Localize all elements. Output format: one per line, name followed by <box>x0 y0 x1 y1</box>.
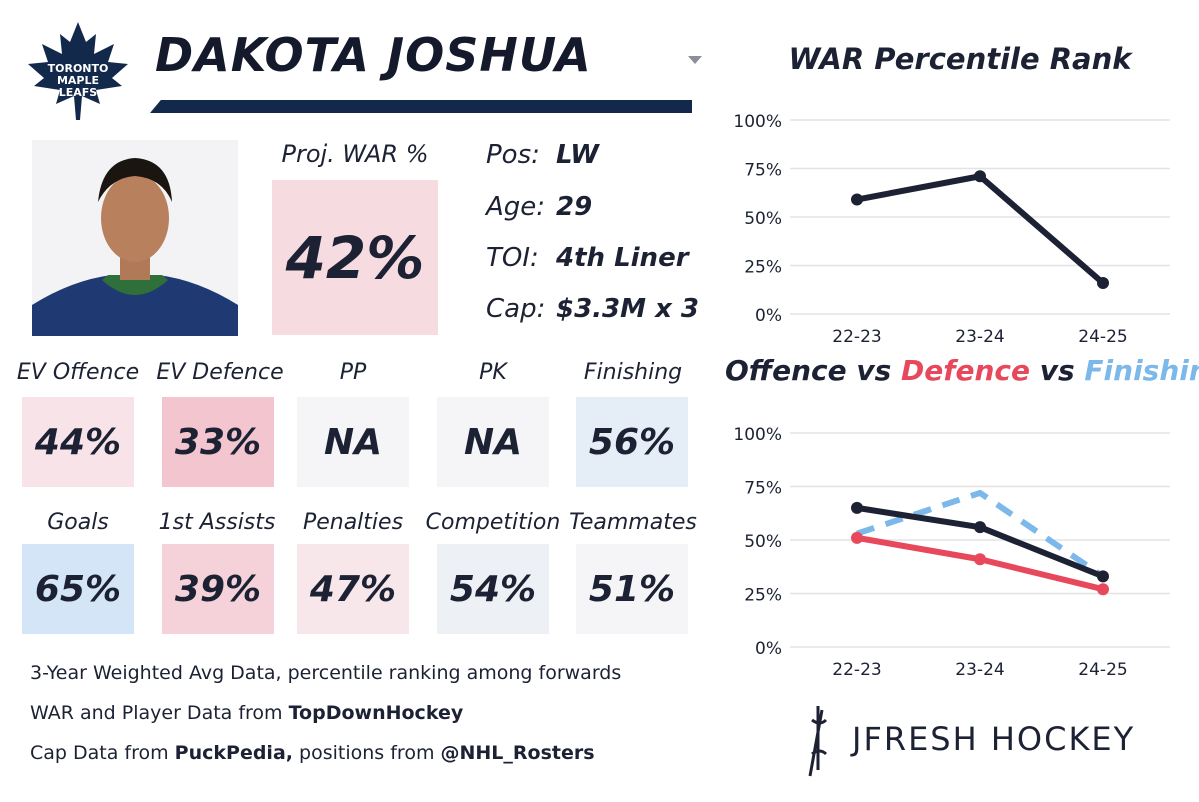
proj-war-value: 42% <box>272 180 438 335</box>
brand-name: JFRESH HOCKEY <box>850 720 1135 758</box>
stat-label-pp: PP <box>339 360 367 385</box>
chart1-point <box>974 170 986 183</box>
stat-box-pk: NA <box>437 397 549 487</box>
info-row-age: Age: 29 <box>486 192 593 222</box>
brand-stick-icon <box>808 706 828 777</box>
chart1-y-tick-label: 0% <box>755 306 782 326</box>
stat-box-pp: NA <box>297 397 409 487</box>
chart2-y-tick-label: 50% <box>744 532 782 552</box>
chart2-title-vs-2: vs <box>1029 354 1085 387</box>
chart1-series-line-0 <box>856 173 1105 286</box>
svg-text:LEAFS: LEAFS <box>59 86 98 99</box>
stat-label-penalties: Penalties <box>302 510 404 535</box>
team-logo: TORONTO MAPLE LEAFS <box>28 22 128 120</box>
chart2-point <box>974 553 986 566</box>
chart2-y-tick-label: 75% <box>744 479 782 499</box>
chart1-y-tick-label: 75% <box>744 161 782 181</box>
stat-label-ev-defence: EV Defence <box>156 360 284 385</box>
chart2-point <box>851 501 863 514</box>
info-row-toi: TOI: 4th Liner <box>486 243 689 273</box>
chart1-y-tick-label: 50% <box>744 209 782 229</box>
chevron-down-icon[interactable] <box>688 56 702 64</box>
player-name: DAKOTA JOSHUA <box>155 28 592 82</box>
source-topdownhockey: TopDownHockey <box>288 702 464 724</box>
footer-line-2: WAR and Player Data from TopDownHockey <box>30 702 464 724</box>
chart1-title: WAR Percentile Rank <box>788 42 1132 76</box>
stat-label-teammates: Teammates <box>569 510 697 535</box>
stat-box-1st-assists: 39% <box>162 544 274 634</box>
stat-box-penalties: 47% <box>297 544 409 634</box>
chart2-title-offence: Offence <box>725 354 847 387</box>
stat-box-finishing: 56% <box>576 397 688 487</box>
footer-line-1: 3-Year Weighted Avg Data, percentile ran… <box>30 662 622 684</box>
source-nhl-rosters: @NHL_Rosters <box>440 742 595 764</box>
player-photo <box>32 140 238 336</box>
chart2-series-line-0 <box>856 489 1105 579</box>
chart2-point <box>1097 570 1109 583</box>
chart2-x-tick-label: 22-23 <box>832 660 881 680</box>
stat-box-ev-defence: 33% <box>162 397 274 487</box>
war-percentile-chart: 0% 25% 50% 75% 100% 22-23 23-24 24-25 <box>733 112 1170 347</box>
footer-line-3: Cap Data from PuckPedia, positions from … <box>30 742 595 764</box>
proj-war-label: Proj. WAR % <box>281 140 429 168</box>
chart2-x-tick-label: 23-24 <box>955 660 1004 680</box>
chart1-x-tick-label: 22-23 <box>832 327 881 347</box>
chart1-y-tick-label: 25% <box>744 258 782 278</box>
chart2-x-tick-label: 24-25 <box>1078 660 1127 680</box>
chart2-title-vs-1: vs <box>846 354 902 387</box>
stat-box-competition: 54% <box>437 544 549 634</box>
name-underline <box>150 100 692 113</box>
stat-label-ev-offence: EV Offence <box>16 360 140 385</box>
chart1-x-tick-label: 24-25 <box>1078 327 1127 347</box>
chart1-x-tick-label: 23-24 <box>955 327 1004 347</box>
stat-label-pk: PK <box>479 360 507 385</box>
info-row-cap: Cap: $3.3M x 3 <box>486 294 699 324</box>
stat-label-competition: Competition <box>425 510 561 535</box>
chart2-point <box>974 521 986 534</box>
chart2-title-defence: Defence <box>901 354 1030 387</box>
chart2-y-tick-label: 0% <box>755 639 782 659</box>
chart2-point <box>1097 583 1109 596</box>
chart2-point <box>851 531 863 544</box>
svg-text:MAPLE: MAPLE <box>57 74 99 87</box>
stat-label-goals: Goals <box>47 510 109 535</box>
brand-logo: JFRESH HOCKEY <box>808 706 1135 777</box>
chart2-y-tick-label: 25% <box>744 586 782 606</box>
chart1-y-tick-label: 100% <box>733 112 782 132</box>
source-puckpedia: PuckPedia, <box>174 742 293 764</box>
chart2-title: Offence vs Defence vs Finishing <box>725 354 1199 387</box>
info-row-pos: Pos: LW <box>486 140 599 170</box>
stat-box-goals: 65% <box>22 544 134 634</box>
stat-label-finishing: Finishing <box>583 360 683 385</box>
chart1-point <box>1097 276 1109 289</box>
chart2-title-finishing: Finishing <box>1084 354 1199 387</box>
chart1-point <box>851 193 863 206</box>
stat-label-1st-assists: 1st Assists <box>158 510 276 535</box>
stat-box-ev-offence: 44% <box>22 397 134 487</box>
chart2-y-tick-label: 100% <box>733 425 782 445</box>
svg-text:TORONTO: TORONTO <box>48 62 109 75</box>
offence-defence-finishing-chart: 0% 25% 50% 75% 100% 22-23 23-24 24-25 <box>733 425 1170 680</box>
stat-box-teammates: 51% <box>576 544 688 634</box>
